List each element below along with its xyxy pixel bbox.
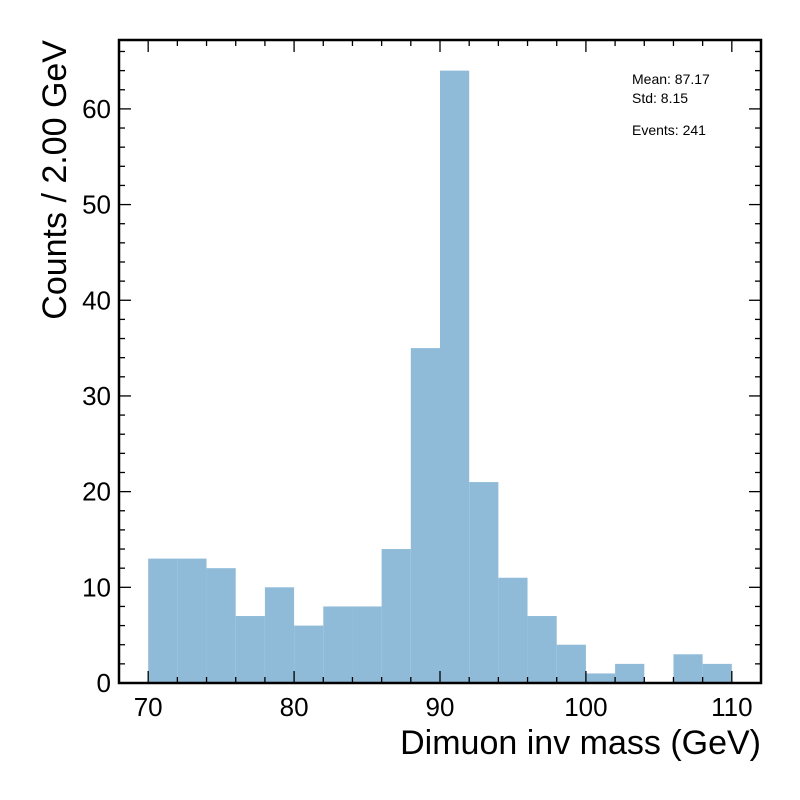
- plot-frame: [117, 38, 763, 685]
- y-axis-title: Counts / 2.00 GeV: [36, 40, 74, 320]
- y-tick-label: 10: [82, 572, 111, 602]
- histogram-bar: [381, 549, 411, 683]
- y-tick-label: 30: [82, 381, 111, 411]
- histogram-bar: [615, 663, 645, 683]
- histogram-bars: [148, 70, 732, 684]
- histogram-bar: [352, 606, 382, 683]
- stat-std: Std: 8.15: [632, 90, 688, 106]
- y-tick-label: 40: [82, 285, 111, 315]
- y-tick-labels: 0 10 20 30 40 50 60: [82, 94, 111, 698]
- histogram-bar: [585, 673, 616, 683]
- y-tick-label: 50: [82, 190, 111, 220]
- y-tick-label: 60: [82, 94, 111, 124]
- x-tick-label: 90: [426, 692, 455, 722]
- x-tick-label: 80: [280, 692, 309, 722]
- stat-events: Events: 241: [632, 122, 706, 138]
- y-tick-label: 0: [97, 668, 111, 698]
- histogram-bar: [556, 644, 586, 683]
- histogram-bar: [323, 606, 353, 683]
- histogram-bar: [440, 70, 470, 684]
- y-tick-label: 20: [82, 477, 111, 507]
- histogram-bar: [673, 654, 703, 683]
- histogram-bar: [148, 558, 178, 683]
- x-tick-label: 70: [134, 692, 163, 722]
- histogram-bar: [469, 482, 499, 683]
- histogram-bar: [177, 558, 207, 683]
- x-tick-labels: 70 80 90 100 110: [134, 692, 753, 722]
- histogram-bar: [410, 348, 440, 683]
- histogram-bar: [294, 625, 324, 683]
- x-axis-title: Dimuon inv mass (GeV): [400, 724, 761, 762]
- histogram-bar: [235, 616, 265, 683]
- histogram-bar: [264, 587, 295, 683]
- histogram-bar: [206, 568, 236, 683]
- histogram-bar: [702, 663, 732, 683]
- histogram-bar: [498, 577, 528, 683]
- x-tick-label: 110: [711, 692, 752, 722]
- x-tick-label: 100: [564, 692, 607, 722]
- stat-mean: Mean: 87.17: [632, 71, 710, 87]
- histogram-bar: [527, 616, 557, 683]
